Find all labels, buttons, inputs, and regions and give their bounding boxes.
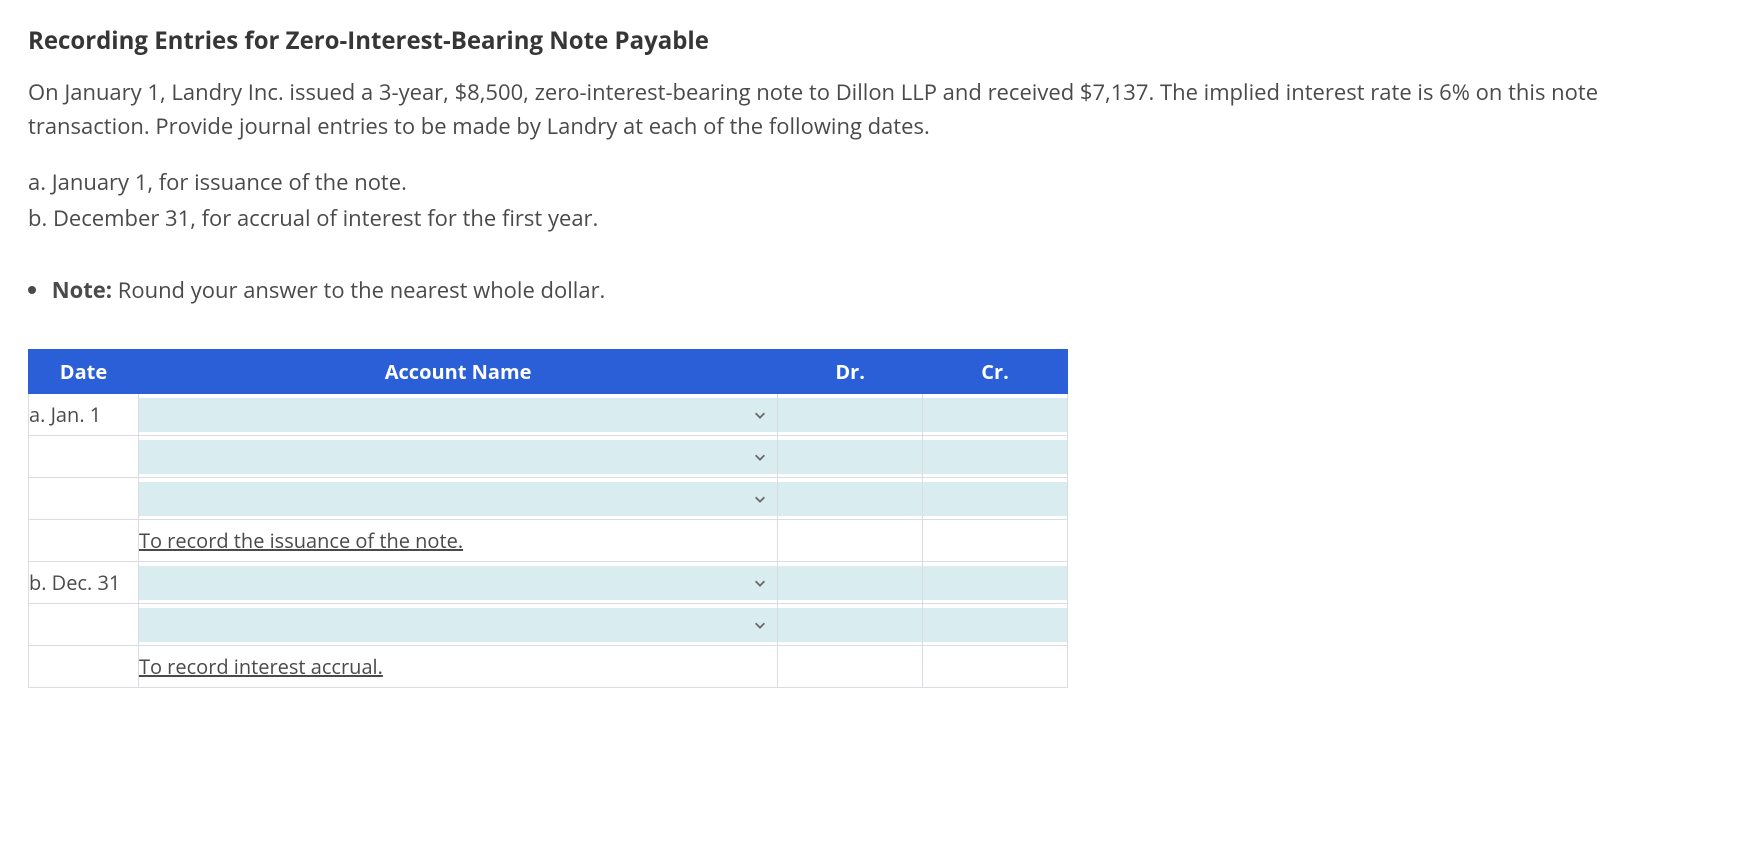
table-row: b. Dec. 31 [29, 562, 1068, 604]
table-row: To record the issuance of the note. [29, 520, 1068, 562]
dr-input[interactable] [778, 440, 922, 474]
dr-input[interactable] [778, 608, 922, 642]
cr-input[interactable] [923, 440, 1067, 474]
sub-item-b: b. December 31, for accrual of interest … [28, 201, 1722, 235]
dr-cell [778, 478, 923, 520]
cr-cell [923, 604, 1068, 646]
journal-table: Date Account Name Dr. Cr. a. Jan. 1 To re… [28, 349, 1068, 688]
cr-input[interactable] [923, 608, 1067, 642]
table-body: a. Jan. 1 To record the issuance of the n… [29, 394, 1068, 688]
account-cell [138, 436, 777, 478]
col-header-cr: Cr. [923, 350, 1068, 394]
chevron-down-icon [753, 618, 767, 632]
table-row [29, 604, 1068, 646]
cr-cell [923, 478, 1068, 520]
account-cell [138, 478, 777, 520]
dr-cell-blank [778, 646, 923, 688]
account-select[interactable] [139, 482, 777, 516]
sub-questions: a. January 1, for issuance of the note. … [28, 165, 1722, 235]
dr-cell [778, 562, 923, 604]
description-cell: To record the issuance of the note. [138, 520, 777, 562]
account-select[interactable] [139, 608, 777, 642]
dr-cell [778, 436, 923, 478]
chevron-down-icon [753, 492, 767, 506]
note-text: Round your answer to the nearest whole d… [112, 275, 605, 305]
dr-cell-blank [778, 520, 923, 562]
cr-cell [923, 394, 1068, 436]
cr-cell [923, 436, 1068, 478]
cr-cell [923, 562, 1068, 604]
date-cell [29, 478, 139, 520]
cr-input[interactable] [923, 482, 1067, 516]
account-cell [138, 394, 777, 436]
col-header-date: Date [29, 350, 139, 394]
account-cell [138, 562, 777, 604]
dr-cell [778, 394, 923, 436]
sub-item-a: a. January 1, for issuance of the note. [28, 165, 1722, 199]
bullet-icon [28, 286, 36, 294]
dr-cell [778, 604, 923, 646]
chevron-down-icon [753, 408, 767, 422]
account-select[interactable] [139, 398, 777, 432]
note-line: Note: Round your answer to the nearest w… [28, 275, 1722, 305]
cr-input[interactable] [923, 398, 1067, 432]
chevron-down-icon [753, 576, 767, 590]
col-header-dr: Dr. [778, 350, 923, 394]
chevron-down-icon [753, 450, 767, 464]
account-select[interactable] [139, 566, 777, 600]
account-select[interactable] [139, 440, 777, 474]
dr-input[interactable] [778, 482, 922, 516]
description-cell: To record interest accrual. [138, 646, 777, 688]
date-cell: a. Jan. 1 [29, 394, 139, 436]
dr-input[interactable] [778, 566, 922, 600]
note-label: Note: [52, 275, 112, 305]
date-cell [29, 604, 139, 646]
table-header-row: Date Account Name Dr. Cr. [29, 350, 1068, 394]
date-cell [29, 646, 139, 688]
date-cell [29, 520, 139, 562]
account-cell [138, 604, 777, 646]
table-row: a. Jan. 1 [29, 394, 1068, 436]
col-header-account: Account Name [138, 350, 777, 394]
cr-cell-blank [923, 520, 1068, 562]
dr-input[interactable] [778, 398, 922, 432]
table-row [29, 478, 1068, 520]
date-cell: b. Dec. 31 [29, 562, 139, 604]
table-row: To record interest accrual. [29, 646, 1068, 688]
cr-input[interactable] [923, 566, 1067, 600]
cr-cell-blank [923, 646, 1068, 688]
problem-statement: On January 1, Landry Inc. issued a 3-yea… [28, 75, 1722, 143]
date-cell [29, 436, 139, 478]
table-row [29, 436, 1068, 478]
page-title: Recording Entries for Zero-Interest-Bear… [28, 24, 1722, 57]
